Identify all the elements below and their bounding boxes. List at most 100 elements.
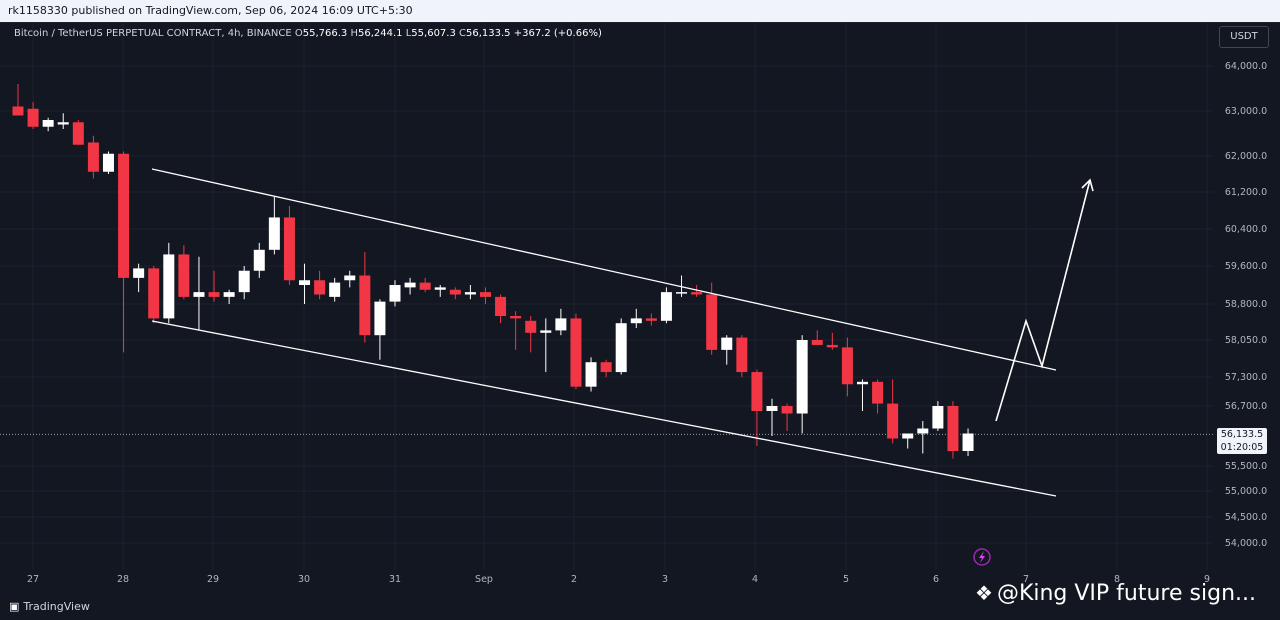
candle-body [12, 106, 24, 116]
x-tick-label: 27 [27, 574, 39, 585]
currency-button[interactable]: USDT [1219, 26, 1269, 48]
tradingview-logo[interactable]: ▣ TradingView [9, 600, 90, 613]
x-tick-label: 4 [752, 574, 758, 585]
lightning-event-icon[interactable] [973, 548, 991, 566]
low-value: 55,607.3 [411, 28, 456, 39]
high-label: H [350, 28, 358, 39]
candle-body [615, 323, 627, 373]
candle [615, 318, 627, 375]
candle-body [253, 249, 265, 271]
y-tick-label: 58,050.0 [1225, 335, 1267, 346]
channel-upper-line[interactable] [151, 168, 1057, 371]
tradingview-logo-icon: ▣ [9, 600, 20, 613]
candle-body [962, 433, 974, 451]
candle-body [42, 120, 54, 127]
candle [404, 277, 416, 295]
y-tick-label: 55,500.0 [1225, 461, 1267, 472]
candle-body [344, 275, 356, 281]
projection-path[interactable] [995, 179, 1091, 422]
y-tick-label: 59,600.0 [1225, 261, 1267, 272]
candle-body [389, 285, 401, 302]
y-tick-label: 60,400.0 [1225, 224, 1267, 235]
candle-body [495, 296, 507, 316]
candles [12, 84, 974, 459]
candle-body [856, 381, 868, 385]
x-tick-label: 30 [298, 574, 310, 585]
x-tick-label: 29 [207, 574, 219, 585]
candle-body [841, 347, 853, 385]
candle [826, 332, 838, 350]
candle-body [811, 340, 823, 345]
candle-body [223, 292, 235, 297]
price-axis[interactable]: 64,000.0 63,000.0 62,000.0 61,200.0 60,400.0… [1225, 61, 1267, 549]
candle [902, 433, 914, 449]
candle [419, 277, 431, 293]
last-price-tag: 56,133.5 01:20:05 [1217, 428, 1267, 454]
candle [208, 270, 220, 302]
candle [525, 316, 537, 353]
x-tick-label: 8 [1114, 574, 1120, 585]
last-price-value: 56,133.5 [1220, 429, 1264, 440]
candle-body [464, 292, 476, 295]
candle [660, 287, 672, 324]
candle-body [887, 403, 899, 439]
y-tick-label: 57,300.0 [1225, 372, 1267, 383]
candle [133, 263, 145, 293]
candle [178, 245, 190, 300]
candle [449, 287, 461, 300]
candle [148, 266, 160, 324]
candle-body [540, 330, 552, 333]
candle [962, 428, 974, 456]
symbol-title[interactable]: Bitcoin / TetherUS PERPETUAL CONTRACT, 4… [14, 28, 292, 39]
candle-body [570, 318, 582, 387]
open-value: 55,766.3 [302, 28, 348, 39]
candle-body [902, 433, 914, 439]
candle-body [781, 406, 793, 414]
candle-body [796, 340, 808, 414]
candlestick-chart[interactable]: 64,000.0 63,000.0 62,000.0 61,200.0 60,400.0… [0, 22, 1280, 596]
chart-area[interactable]: 64,000.0 63,000.0 62,000.0 61,200.0 60,400.0… [0, 22, 1280, 596]
candle-body [872, 381, 884, 404]
candle [856, 379, 868, 411]
binance-diamond-icon: ❖ [975, 581, 993, 605]
candle-body [645, 318, 657, 321]
x-tick-label: 7 [1023, 574, 1029, 585]
candle [751, 369, 763, 446]
candle [691, 285, 703, 297]
candle [555, 308, 567, 336]
tradingview-logo-text: TradingView [23, 600, 90, 613]
candle [917, 421, 929, 454]
candle-body [57, 122, 69, 125]
channel-lower-line[interactable] [151, 320, 1057, 497]
candle-body [917, 428, 929, 434]
candle-body [826, 344, 838, 348]
candle [102, 151, 114, 174]
candle [238, 266, 250, 300]
candle-body [238, 270, 250, 293]
candle [811, 330, 823, 345]
candle [118, 151, 130, 353]
candle-body [299, 280, 311, 285]
y-tick-label: 58,800.0 [1225, 299, 1267, 310]
watermark: ❖ @King VIP future sign... [975, 581, 1256, 606]
candle [163, 242, 175, 324]
candle [57, 113, 69, 129]
candle [374, 299, 386, 360]
candle [736, 335, 748, 377]
x-tick-label: 6 [933, 574, 939, 585]
candle-body [525, 320, 537, 333]
candle [283, 205, 295, 285]
time-axis[interactable]: 27 28 29 30 31 Sep 2 3 4 5 6 7 8 9 [27, 574, 1210, 585]
candle-body [751, 372, 763, 411]
candle-body [555, 318, 567, 331]
candle [464, 285, 476, 300]
candle [887, 379, 899, 444]
candle [932, 401, 944, 431]
candle [479, 287, 491, 304]
candle-body [947, 406, 959, 451]
y-tick-label: 61,200.0 [1225, 187, 1267, 198]
candle-body [660, 292, 672, 321]
x-tick-label: 28 [117, 574, 129, 585]
x-tick-label: Sep [475, 574, 493, 585]
candle [223, 289, 235, 304]
